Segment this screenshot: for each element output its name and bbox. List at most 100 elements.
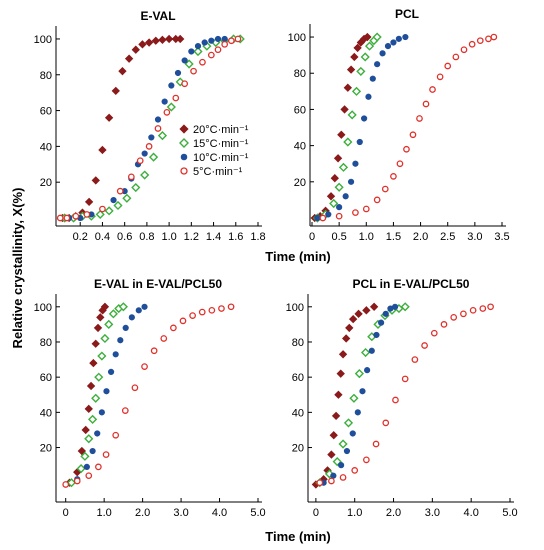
- series-5C-per-min: [319, 33, 498, 222]
- data-point: [479, 305, 487, 312]
- data-point: [368, 347, 375, 354]
- data-point: [400, 302, 410, 312]
- x-tick-label: 5.0: [250, 507, 265, 519]
- panel-title: E-VAL: [140, 9, 175, 23]
- data-point: [188, 48, 195, 55]
- data-point: [110, 196, 117, 204]
- data-point: [330, 174, 339, 183]
- series-15C-per-min: [312, 32, 382, 223]
- data-point: [181, 80, 189, 88]
- data-point: [122, 193, 132, 203]
- series-10C-per-min: [314, 33, 409, 222]
- data-point: [160, 335, 168, 342]
- x-tick-label: 2.5: [440, 231, 455, 243]
- data-point: [354, 309, 363, 318]
- data-point: [100, 302, 110, 311]
- data-point: [88, 414, 98, 424]
- data-point: [403, 145, 410, 153]
- data-point: [95, 209, 105, 220]
- series-15C-per-min: [315, 302, 410, 488]
- data-point: [140, 170, 150, 180]
- data-point: [339, 474, 347, 481]
- data-point: [221, 40, 229, 48]
- x-tick-label: 1.0: [359, 231, 374, 243]
- data-point: [91, 393, 101, 403]
- data-point: [174, 69, 182, 77]
- y-tick-label: 100: [34, 34, 52, 46]
- data-point: [340, 105, 349, 114]
- data-point: [144, 38, 154, 47]
- legend-marker: [180, 167, 188, 175]
- data-point: [422, 100, 430, 108]
- data-point: [490, 33, 498, 41]
- data-point: [346, 65, 356, 74]
- data-point: [91, 176, 100, 185]
- data-point: [113, 200, 123, 211]
- data-point: [343, 83, 352, 92]
- data-point: [198, 308, 206, 316]
- x-tick-label: 2.0: [413, 231, 428, 243]
- data-point: [372, 32, 382, 42]
- x-tick-label: 0: [309, 231, 315, 243]
- data-point: [347, 110, 357, 120]
- data-point: [391, 303, 399, 310]
- chart-panel-3: E-VAL in E-VAL/PCL50 20 40 60 80 100 0 1.0 2.0 3.…: [34, 277, 266, 519]
- data-point: [325, 211, 332, 218]
- data-point: [150, 347, 158, 355]
- data-point: [374, 61, 381, 68]
- data-point: [372, 440, 380, 448]
- data-point: [154, 116, 162, 123]
- data-point: [72, 212, 80, 220]
- data-point: [329, 198, 339, 209]
- data-point: [76, 464, 86, 474]
- data-point: [84, 434, 94, 444]
- data-point: [201, 39, 208, 46]
- data-point: [189, 312, 196, 319]
- legend-label: 15°C·min⁻¹: [193, 138, 249, 150]
- data-point: [329, 431, 338, 440]
- data-point: [98, 145, 107, 155]
- data-point: [352, 209, 359, 216]
- data-point: [145, 143, 153, 150]
- data-point: [131, 384, 139, 392]
- x-tick-label: 1.2: [184, 231, 199, 243]
- data-point: [214, 35, 222, 43]
- data-point: [319, 214, 327, 222]
- y-tick-label: 100: [34, 302, 52, 314]
- data-point: [95, 463, 102, 471]
- data-point: [91, 339, 100, 348]
- data-point: [333, 154, 343, 163]
- y-tick-label: 20: [292, 443, 304, 455]
- data-point: [487, 303, 494, 311]
- x-tick-label: 2.0: [135, 507, 150, 519]
- data-point: [354, 409, 361, 416]
- panels: E-VAL 20 40 60 80 100 0.2 0.4 0.6 0.8 1.0 1.2 1.4 1.6…: [34, 7, 518, 519]
- data-point: [99, 205, 106, 213]
- panel-title: E-VAL in E-VAL/PCL50: [94, 277, 222, 291]
- data-point: [316, 479, 324, 487]
- series-10C-per-min: [74, 303, 148, 483]
- data-point: [390, 39, 397, 46]
- legend-marker: [179, 138, 189, 148]
- data-point: [356, 138, 363, 146]
- data-point: [103, 388, 110, 395]
- data-point: [124, 54, 134, 63]
- data-point: [390, 173, 397, 180]
- data-point: [84, 197, 94, 207]
- shared-x-axis-label-bottom: Time (min): [265, 529, 331, 544]
- data-point: [94, 372, 104, 382]
- data-point: [141, 363, 148, 370]
- data-point: [208, 306, 216, 314]
- series-15C-per-min: [66, 302, 128, 488]
- data-point: [136, 157, 144, 165]
- legend-marker: [180, 153, 188, 161]
- data-point: [364, 41, 375, 51]
- data-point: [218, 305, 225, 312]
- x-tick-label: 1.0: [161, 231, 176, 243]
- series-10C-per-min: [320, 303, 399, 486]
- data-point: [382, 310, 389, 317]
- panel-title: PCL: [395, 7, 419, 21]
- data-point: [83, 211, 91, 218]
- legend-label: 20°C·min⁻¹: [193, 124, 249, 136]
- data-point: [164, 34, 174, 44]
